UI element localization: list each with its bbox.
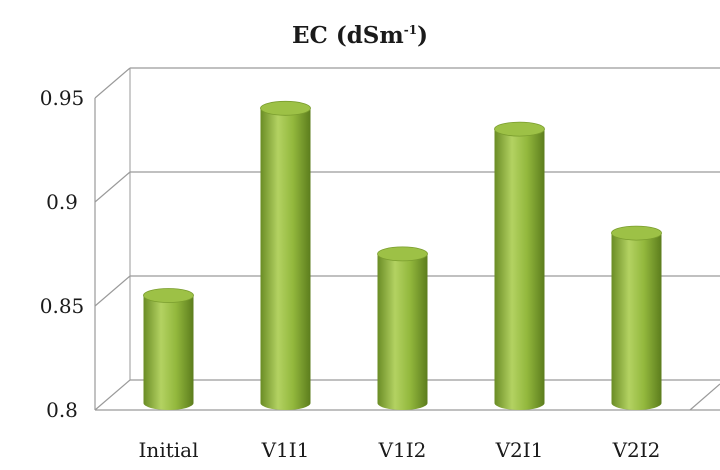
y-tick-label: 0.85 [40, 294, 85, 318]
bar-top [261, 101, 311, 115]
bars [144, 101, 662, 410]
bar-body [144, 296, 194, 411]
x-tick-label: V1I2 [378, 438, 427, 462]
x-tick-label: V2I2 [612, 438, 661, 462]
y-tick-label: 0.9 [46, 190, 78, 214]
bar-top [612, 226, 662, 240]
bar-top [144, 289, 194, 303]
bar-top [495, 122, 545, 136]
floor-right-edge [690, 384, 720, 410]
bar-body [495, 129, 545, 410]
y-tick-label: 0.8 [46, 398, 78, 422]
gridline-depth [95, 68, 130, 98]
bar-body [261, 108, 311, 410]
y-tick-label: 0.95 [40, 86, 85, 110]
bar-body [378, 254, 428, 410]
gridline-depth [95, 172, 130, 202]
gridline-depth [95, 276, 130, 306]
bar-V2I2 [612, 226, 662, 410]
bar-V1I2 [378, 247, 428, 410]
bar-V1I1 [261, 101, 311, 410]
x-tick-label: V2I1 [495, 438, 544, 462]
x-axis-labels: Initial V1I1 V1I2 V2I1 V2I2 [139, 438, 661, 462]
bar-Initial [144, 289, 194, 411]
x-tick-label: Initial [139, 438, 199, 462]
x-tick-label: V1I1 [261, 438, 310, 462]
gridline-depth [95, 380, 130, 410]
bar-body [612, 233, 662, 410]
chart-title: EC (dSm-1) [292, 22, 428, 49]
bar-V2I1 [495, 122, 545, 410]
bar-top [378, 247, 428, 261]
